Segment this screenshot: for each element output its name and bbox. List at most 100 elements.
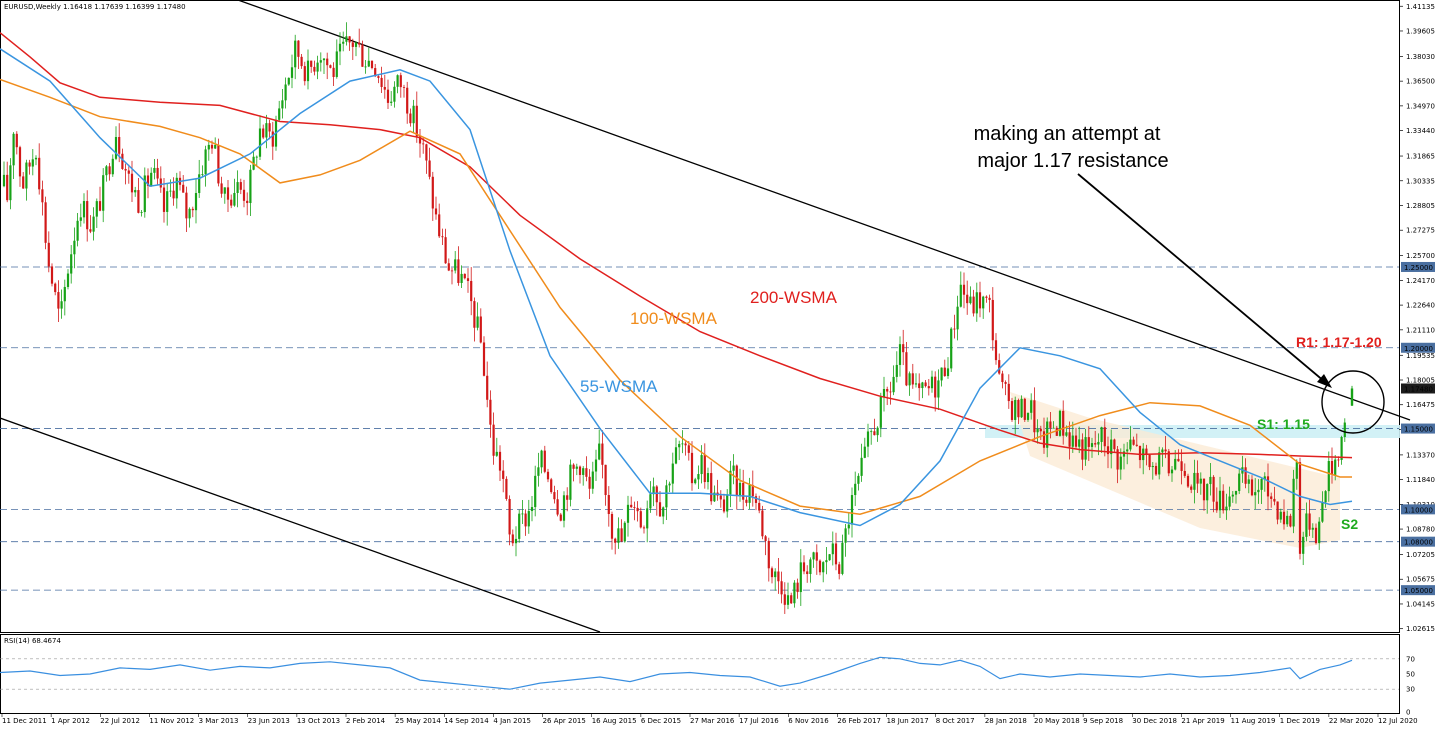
rsi-line [0,656,1353,690]
candle-body [166,191,169,212]
time-tick-label: 1 Dec 2019 [1280,717,1320,725]
candle-body [319,60,322,63]
candle-body [1263,476,1266,479]
time-tick-label: 18 Jun 2017 [887,717,929,725]
candle-body [1135,444,1138,446]
candle-body [998,360,1001,374]
candle-body [434,208,438,215]
price-tick-label: 1.41135 [1406,3,1435,11]
candle-body [1039,428,1042,432]
candle-body [610,514,614,539]
candle-body [1305,513,1308,537]
time-tick-label: 12 Jul 2020 [1378,717,1418,725]
candle-body [182,184,185,193]
candle-body [300,56,303,67]
candle-body [297,40,300,57]
time-tick-label: 26 Apr 2015 [543,717,586,725]
time-tick-label: 27 Mar 2016 [690,717,735,725]
candle-body [713,492,716,502]
candle-body [761,510,764,537]
candle-body [626,504,630,523]
candle-body [799,562,802,593]
price-tick-label: 1.04145 [1406,600,1435,608]
candle-body [428,160,431,177]
candle-body [543,450,546,472]
candle-body [1154,465,1158,475]
candle-body [521,513,524,515]
candle-body [335,51,338,77]
price-tag-box [1401,504,1435,515]
candle-body [1247,479,1250,484]
candle-body [697,474,700,480]
candle-body [780,581,783,595]
candle-body [418,136,422,144]
price-tag-box [1401,536,1435,547]
candle-body [70,254,73,274]
candle-body [258,128,262,157]
candle-body [73,240,76,255]
candle-body [236,182,239,193]
candle-body [223,187,226,194]
price-tick-label: 1.18005 [1406,377,1435,385]
time-tick-label: 16 Aug 2015 [592,717,637,725]
candle-body [249,169,252,204]
candle-body [758,502,761,511]
candle-body [1167,451,1170,474]
candle-body [770,568,774,578]
candle-body [1321,502,1324,522]
candle-body [1164,449,1167,452]
candle-body [681,443,684,445]
rsi-tick-label: 30 [1406,686,1415,694]
candle-body [806,571,809,575]
candle-body [764,536,767,541]
candle-body [796,582,799,593]
time-axis: 11 Dec 2011 1 Apr 2012 22 Jul 2012 11 Nov 2… [1,714,1418,725]
candle-body [1327,460,1330,492]
candle-body [1049,421,1052,428]
annotation-arrowhead [1317,374,1332,388]
candle-body [639,511,642,528]
candle-body [956,306,959,330]
candle-body [44,202,47,243]
price-tag-label: 1.15000 [1404,426,1433,434]
candle-body [1090,443,1094,447]
candle-body [82,201,86,218]
candle-body [550,479,553,493]
candle-body [511,534,514,544]
candle-body [351,42,354,47]
candle-body [652,486,655,495]
candle-body [425,144,428,161]
price-tag-label: 1.20000 [1404,345,1433,353]
candle-body [1110,439,1113,455]
candle-body [1129,439,1132,450]
candle-body [911,373,914,385]
candle-body [114,137,118,159]
candle-body [735,465,738,496]
time-tick-label: 26 Feb 2017 [837,717,881,725]
candle-body [748,485,751,503]
candle-body [825,560,828,563]
candle-body [1209,476,1212,485]
lower-trendline [0,417,601,633]
candle-body [383,86,386,90]
time-tick-label: 25 May 2014 [395,717,441,725]
candle-body [137,190,140,213]
candle-body [393,86,396,102]
candle-body [1190,486,1193,490]
candle-body [562,495,566,521]
time-tick-label: 8 Oct 2017 [936,717,975,725]
candle-body [876,427,879,436]
candle-body [1196,472,1199,484]
candle-body [1273,498,1276,502]
candle-body [12,133,15,166]
candle-body [95,201,98,217]
candle-body [31,159,34,167]
candle-body [1238,473,1241,491]
candle-body [572,464,575,469]
annotation-arrow-shaft [1077,173,1326,383]
candle-body [278,108,281,120]
candle-body [1084,437,1087,460]
candle-body [50,266,54,284]
candle-body [294,40,297,68]
candle-body [991,299,994,341]
